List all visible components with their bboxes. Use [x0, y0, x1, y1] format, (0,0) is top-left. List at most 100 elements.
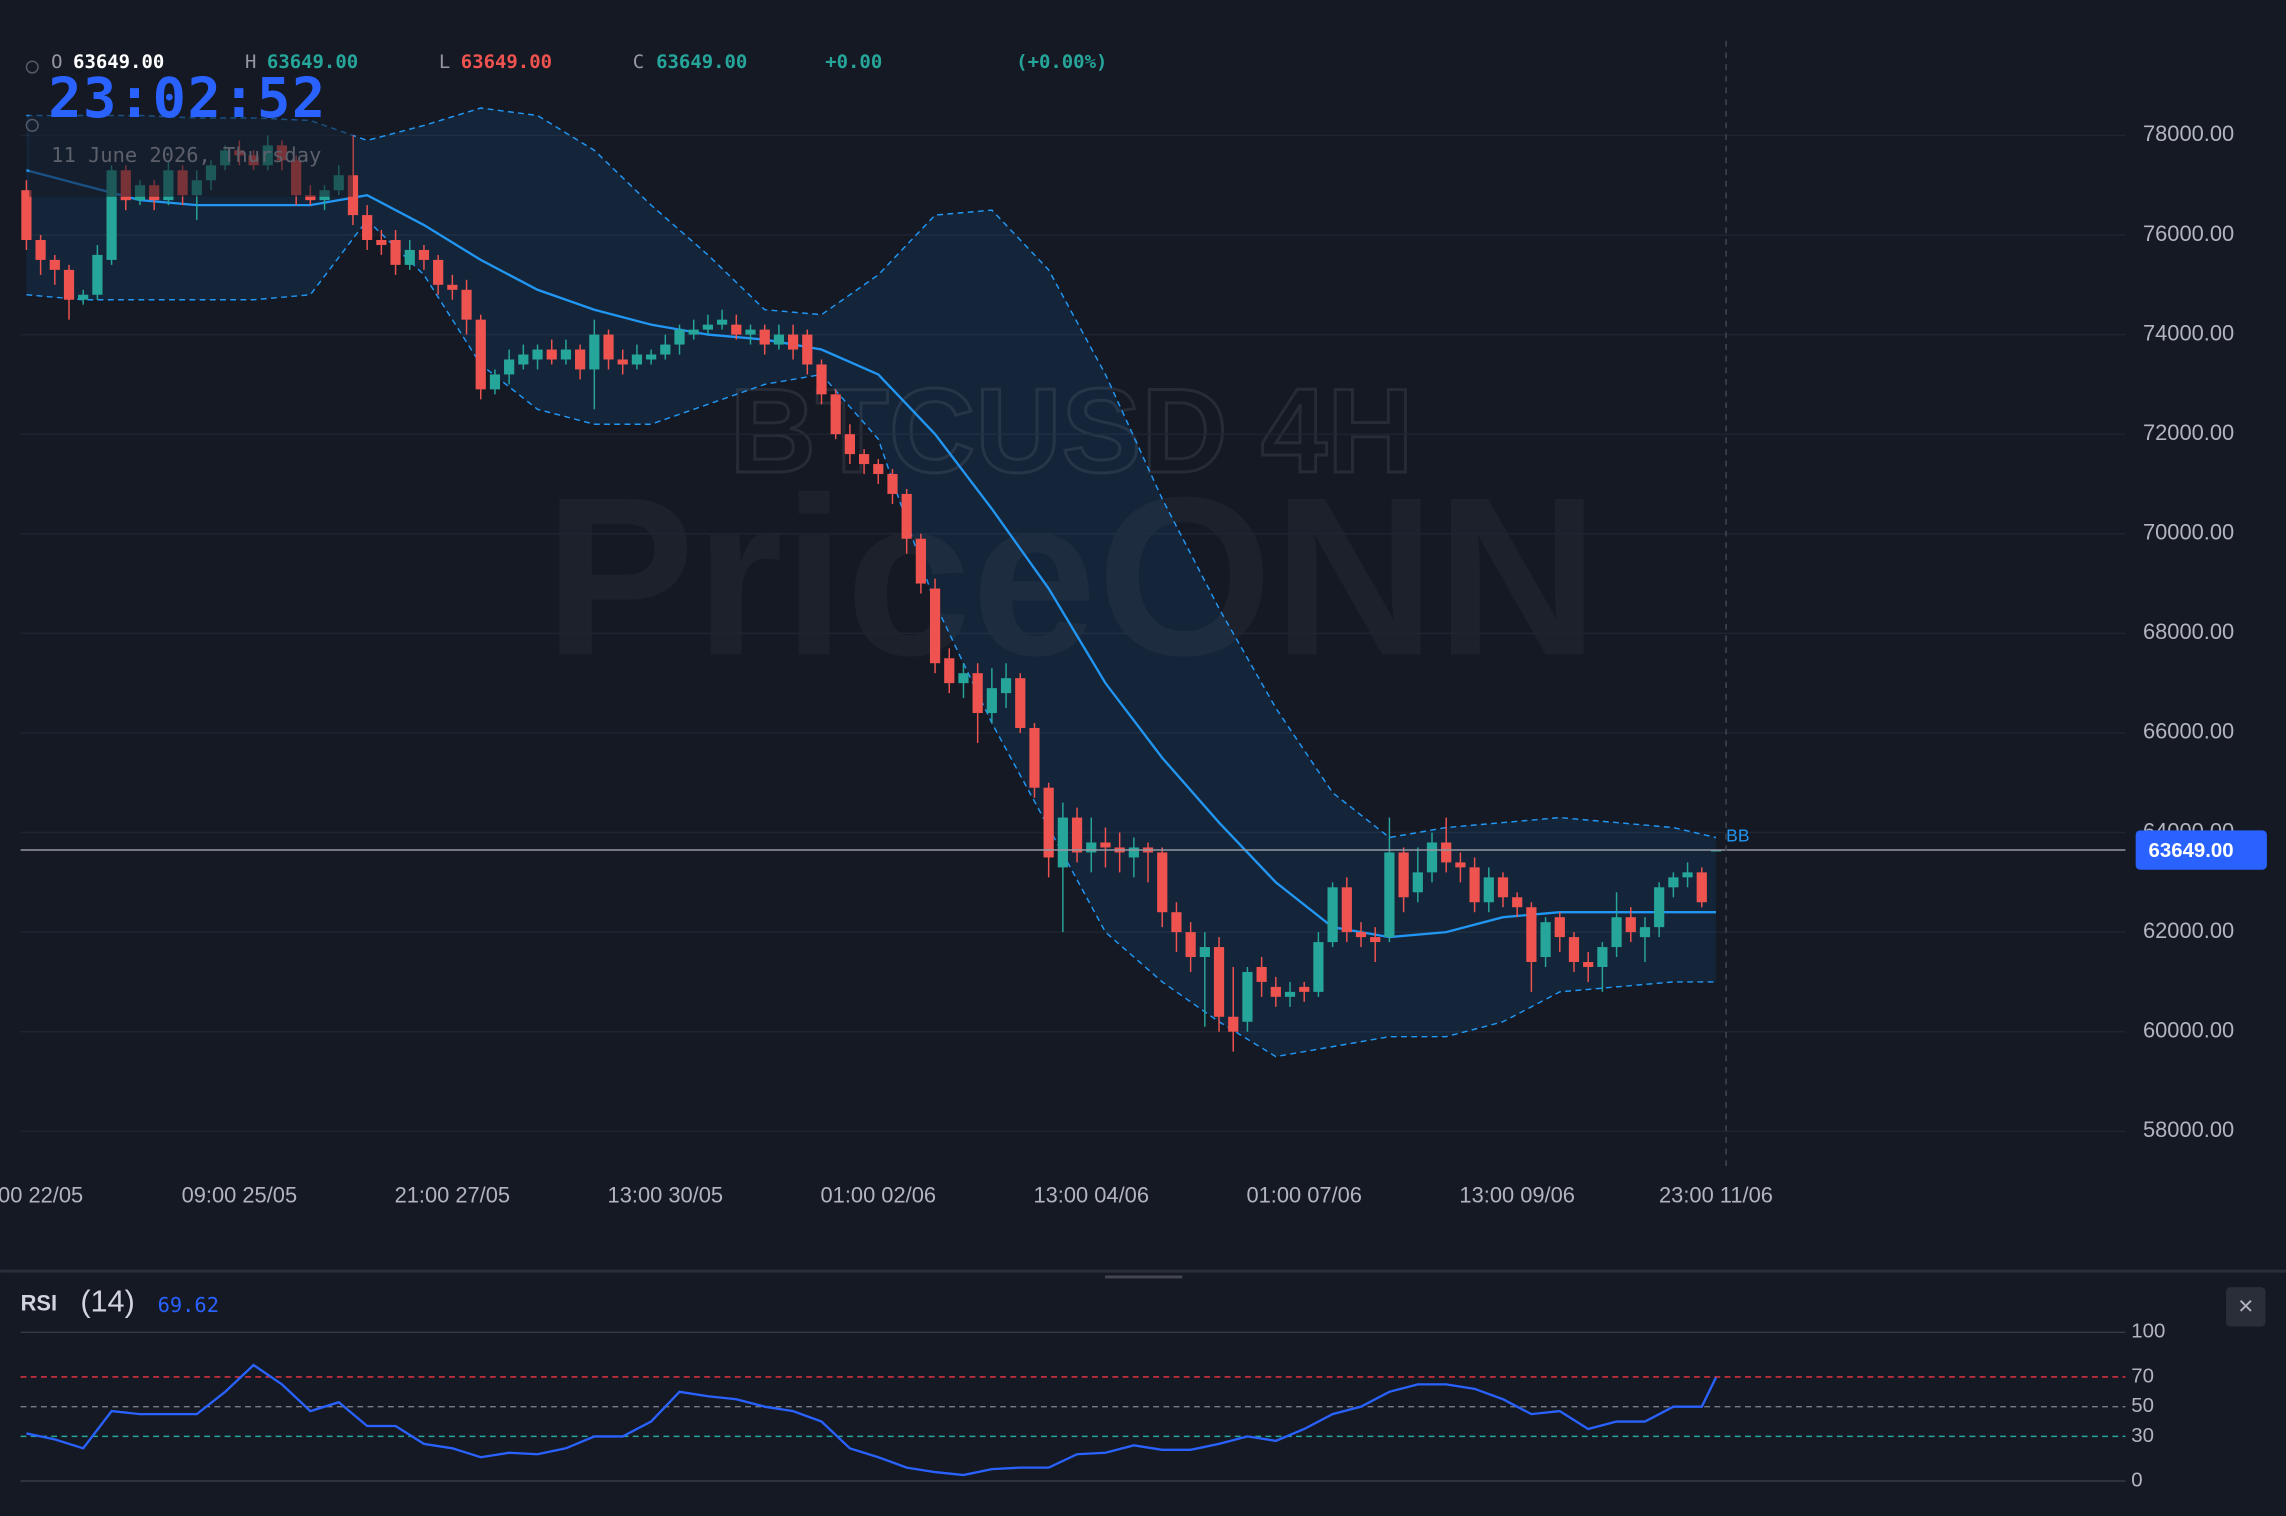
candle-body	[929, 588, 941, 664]
candle-body	[873, 464, 884, 475]
low-value: 63649.00	[461, 51, 552, 73]
rsi-value: 69.62	[158, 1293, 219, 1317]
candle-body	[1299, 986, 1310, 992]
rsi-line	[26, 1363, 1718, 1477]
candle-body	[1213, 947, 1225, 1017]
candle-body	[305, 195, 316, 201]
candle-body	[1370, 937, 1381, 943]
candle-body	[532, 349, 543, 360]
last-price-box	[2135, 830, 2267, 870]
low-label: L	[439, 51, 450, 73]
bb-band	[26, 108, 1716, 1057]
x-tick-label: 01:00 07/06	[1246, 1183, 1361, 1208]
candle-body	[1540, 922, 1551, 958]
y-tick-label: 78000.00	[2143, 121, 2234, 146]
candle-body	[858, 454, 870, 465]
candle-body	[1171, 912, 1182, 933]
y-tick-label: 0	[2131, 1469, 2142, 1491]
clock-time: 23:02:52	[48, 67, 326, 131]
eye-icon	[25, 60, 39, 74]
candle-body	[92, 254, 103, 295]
candle-body	[1654, 887, 1665, 928]
candle-body	[1469, 867, 1480, 903]
x-tick-label: 13:00 04/06	[1034, 1183, 1149, 1208]
candle-body	[1497, 877, 1509, 898]
clock-panel	[29, 80, 353, 197]
header: O 63649.00 H 63649.00 L 63649.00 C 63649…	[25, 51, 1107, 197]
rsi-period: (14)	[80, 1284, 134, 1318]
candle-body	[617, 359, 628, 365]
candle-body	[1611, 917, 1622, 948]
candle-body	[1441, 842, 1452, 863]
candle-body	[49, 259, 60, 270]
candle-body	[1412, 872, 1423, 893]
watermark-symbol: BTCUSD 4H	[730, 365, 1414, 498]
candle-body	[461, 289, 472, 320]
candle-body	[1256, 966, 1267, 982]
high-label: H	[245, 51, 256, 73]
candle-body	[1242, 971, 1253, 1022]
candle-body	[787, 334, 799, 350]
x-tick-label: 13:00 30/05	[608, 1183, 723, 1208]
candle-body	[944, 658, 955, 684]
candle-body	[1625, 917, 1636, 933]
candle-body	[1668, 877, 1679, 888]
y-tick-label: 62000.00	[2143, 918, 2234, 943]
y-tick-label: 72000.00	[2143, 420, 2234, 445]
candle-body	[1512, 897, 1523, 908]
candle-body	[603, 334, 614, 360]
candle-body	[560, 349, 572, 360]
candle-body	[1426, 842, 1438, 873]
candle-body	[915, 538, 926, 584]
candle-body	[1043, 787, 1054, 858]
x-tick-label: 00 22/05	[0, 1183, 83, 1208]
candle-body	[1000, 678, 1012, 694]
candle-body	[802, 334, 813, 365]
candle-body	[958, 673, 969, 684]
candle-body	[844, 434, 855, 455]
x-tick-label: 21:00 27/05	[395, 1183, 510, 1208]
candle-body	[1341, 887, 1352, 933]
candle-body	[1327, 887, 1338, 943]
candle-body	[106, 170, 117, 260]
candle-body	[1015, 678, 1026, 728]
candle-body	[1597, 947, 1608, 967]
open-value: 63649.00	[73, 51, 164, 73]
candle-body	[816, 364, 827, 395]
close-value: 63649.00	[656, 51, 747, 73]
candle-body	[1313, 942, 1324, 992]
candle-body	[745, 329, 756, 335]
candle-body	[1568, 937, 1580, 962]
x-tick-label: 09:00 25/05	[182, 1183, 297, 1208]
x-tick-label: 13:00 09/06	[1459, 1183, 1574, 1208]
candle-body	[1483, 877, 1494, 903]
candle-body	[1526, 907, 1537, 962]
y-tick-label: 70000.00	[2143, 520, 2234, 545]
candle-body	[887, 474, 898, 494]
bb-lower	[26, 218, 1716, 1058]
candle-body	[1355, 932, 1367, 938]
candle-body	[759, 329, 770, 345]
y-tick-label: 76000.00	[2143, 221, 2234, 246]
candle-body	[1029, 727, 1040, 788]
candle-body	[1057, 817, 1068, 868]
clock-date: 11 June 2026, Thursday	[51, 143, 321, 167]
candle-body	[518, 354, 529, 365]
candle-body	[1554, 917, 1565, 938]
candle-body	[1086, 842, 1097, 853]
y-tick-label: 66000.00	[2143, 719, 2234, 744]
candle-body	[63, 269, 75, 300]
candle-body	[35, 239, 46, 260]
candle-body	[390, 239, 401, 265]
close-pane-icon[interactable]: ×	[2238, 1290, 2253, 1320]
candle-body	[660, 344, 671, 355]
y-tick-label: 100	[2131, 1321, 2165, 1343]
y-tick-label: 68000.00	[2143, 619, 2234, 644]
candle-body	[688, 329, 699, 335]
candle-body	[362, 215, 373, 240]
high-value: 63649.00	[267, 51, 358, 73]
candle-body	[404, 249, 415, 265]
change: +0.00	[825, 51, 882, 73]
close-pane-button[interactable]	[2226, 1287, 2266, 1327]
